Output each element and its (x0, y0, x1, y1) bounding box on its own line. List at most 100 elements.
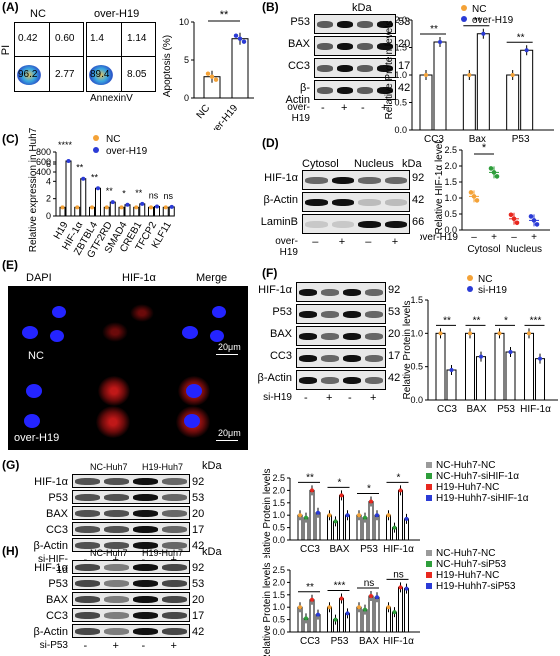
flow-q-ur: 1.14 (127, 33, 147, 44)
data-point (491, 170, 497, 175)
data-point (134, 205, 139, 210)
blot-h-kda-header: kDa (202, 546, 222, 558)
blot-band (331, 177, 354, 184)
y-tick-label: 6 (46, 159, 51, 169)
scale-bar-label: 20μm (218, 428, 241, 438)
data-point (205, 71, 211, 76)
blot-band (384, 177, 407, 184)
bar (374, 596, 380, 633)
y-tick-label: 2.5 (272, 565, 285, 575)
blot-treatment-sign: - (304, 392, 308, 404)
if-row-label-nc: NC (28, 350, 44, 362)
legend-label: H19-Huhh7-siP53 (436, 581, 516, 592)
data-point (125, 202, 130, 207)
blot-band (317, 43, 333, 50)
bar (80, 178, 87, 217)
sig-label: ns (364, 578, 375, 589)
blot-band (104, 526, 129, 533)
blot-band (133, 510, 158, 517)
data-point (119, 205, 124, 210)
chart-b-ylabel: Relative Protein levels (384, 21, 395, 120)
panel-label-h: (H) (2, 544, 19, 558)
bar (476, 33, 490, 131)
data-point (66, 159, 71, 163)
blot-band (384, 199, 407, 206)
blot-treatment-sign: – (312, 236, 319, 248)
blot-band (357, 87, 373, 94)
data-point (392, 610, 397, 615)
legend-marker-sih19 (467, 286, 473, 292)
y-tick-label: 0.5 (410, 362, 423, 372)
data-point (538, 356, 542, 361)
blot-band (299, 377, 317, 384)
legend-marker-over (93, 147, 99, 153)
data-point (155, 204, 159, 209)
blot-treatment-sign: + (370, 392, 377, 404)
bar (524, 332, 534, 401)
data-point (75, 205, 80, 210)
data-point (169, 204, 174, 209)
legend-marker (426, 462, 432, 468)
blot-row-kda: 17 (388, 350, 401, 362)
flow-y-axis-label: PI (0, 44, 13, 56)
sig-label: **** (58, 140, 73, 150)
blot-treatment-label: si-P53 (39, 640, 68, 651)
blot-row-label: HIF-1α (34, 476, 68, 488)
data-point (511, 216, 517, 222)
blot-row-label: β-Actin (285, 82, 310, 106)
blot-band (357, 21, 373, 28)
blot-band (377, 65, 393, 72)
chart-h: Relative Protein levels 0.0 0.5 1.0 1.5 2.0 2… (262, 548, 516, 656)
blot-band (365, 311, 383, 318)
blot-band (317, 21, 333, 28)
blot-band (377, 43, 393, 50)
data-point (369, 499, 373, 504)
blot-d-kda-header: kDa (402, 158, 422, 170)
sig-label: * (122, 189, 126, 199)
blot-band (133, 596, 158, 603)
nucleus-shape (22, 326, 38, 339)
blot-d-cytosol: Cytosol (302, 158, 339, 170)
legend-label: NC-Huh7-NC (436, 460, 495, 471)
data-point (528, 214, 534, 219)
x-category-label: HIF-1α (383, 636, 414, 647)
y-tick-label: 0.5 (394, 98, 407, 108)
x-category-label: BAX (329, 544, 349, 555)
y-tick-label: 2.5 (272, 473, 285, 483)
blot-row-label: CC3 (269, 350, 292, 362)
sig-label: ** (473, 16, 481, 27)
blot-strip (72, 576, 190, 590)
data-point (310, 597, 314, 602)
data-point (398, 585, 403, 590)
blot-row-label: β-Actin (263, 194, 298, 206)
blot-treatment-sign: - (321, 102, 325, 114)
if-col-merge: Merge (196, 272, 228, 284)
data-point (233, 33, 239, 38)
bar (535, 358, 545, 401)
chart-c: Relative expression in Huh7 0 2 4 640060080… (28, 128, 175, 260)
y-tick-label: 4 (46, 176, 51, 186)
blot-h-header-h19: H19-Huh7 (142, 548, 184, 558)
legend-label-nc: NC (472, 4, 486, 15)
blot-g-header-h19: H19-Huh7 (142, 462, 184, 472)
blot-treatment-label: over-H19 (287, 102, 310, 124)
data-point (327, 605, 332, 610)
bar (520, 49, 534, 131)
blot-band (133, 526, 158, 533)
blot-band (358, 177, 381, 184)
data-point (468, 190, 474, 195)
blot-treatment-sign: - (348, 392, 352, 404)
blot-strip (296, 304, 386, 324)
data-point (298, 605, 302, 610)
bar (476, 356, 486, 401)
blot-treatment-sign: + (338, 236, 346, 248)
blot-d-nucleus: Nucleus (354, 158, 394, 170)
data-point (471, 194, 477, 199)
data-point (467, 73, 472, 77)
blot-row-kda: 20 (388, 328, 401, 340)
blot-band (321, 289, 339, 296)
y-tick-label: 2.5 (444, 145, 457, 155)
blot-band (75, 542, 100, 549)
bar (368, 501, 374, 541)
sig-label: ** (106, 186, 114, 196)
